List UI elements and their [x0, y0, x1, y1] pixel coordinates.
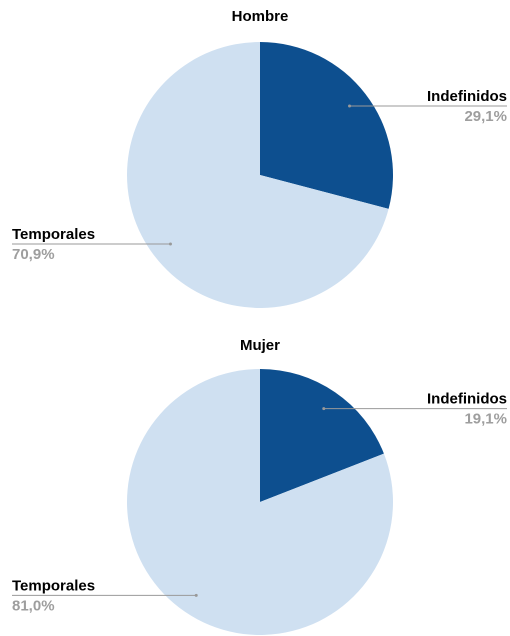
- chart-title: Hombre: [232, 8, 289, 25]
- pie-slice: [260, 42, 393, 209]
- slice-value: 70,9%: [12, 246, 55, 263]
- leader-dot: [168, 242, 172, 246]
- slice-label: Indefinidos: [427, 391, 507, 408]
- pie-slice: [127, 42, 389, 308]
- chart-title: Mujer: [240, 337, 280, 354]
- slice-label: Temporales: [12, 577, 95, 594]
- slice-value: 19,1%: [464, 411, 507, 428]
- slice-label: Temporales: [12, 226, 95, 243]
- pie-slice: [126, 369, 393, 636]
- pie-slice: [260, 369, 384, 502]
- leader-dot: [322, 407, 326, 411]
- slice-value: 81,0%: [12, 597, 55, 614]
- slice-label: Indefinidos: [427, 88, 507, 105]
- leader-dot: [194, 593, 198, 597]
- slice-value: 29,1%: [464, 108, 507, 125]
- leader-dot: [348, 104, 352, 108]
